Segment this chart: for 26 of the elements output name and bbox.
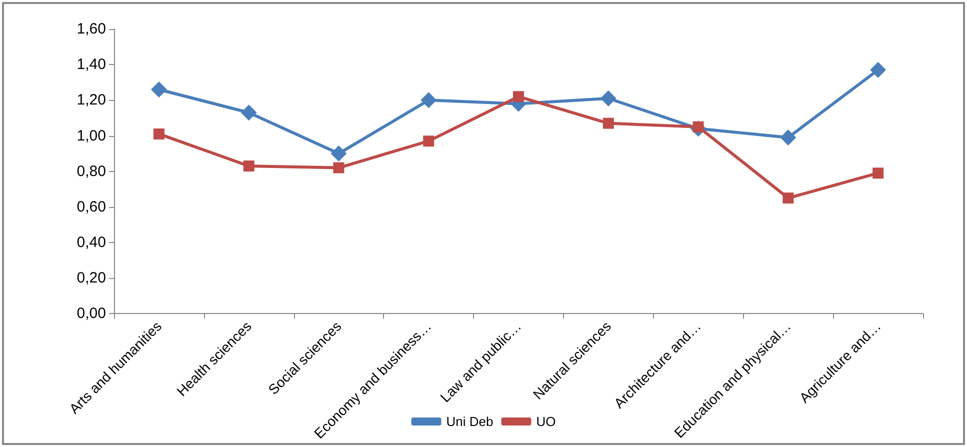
point [153, 128, 164, 140]
point [240, 104, 257, 121]
point [420, 92, 437, 108]
point [780, 130, 796, 146]
y-tick-label: 0,80 [76, 162, 106, 180]
y-tick-label: 0,20 [76, 270, 106, 287]
legend-label: UO [536, 414, 556, 429]
y-tick-label: 0,40 [76, 234, 106, 252]
point [513, 91, 524, 102]
y-tick-label: 1,00 [76, 127, 106, 144]
point [330, 146, 347, 162]
point [870, 62, 886, 78]
point [333, 162, 344, 174]
y-tick-label: 0,60 [76, 198, 106, 216]
y-tick-label: 0,00 [76, 305, 106, 322]
point [782, 192, 794, 204]
point [600, 90, 616, 106]
point [423, 136, 434, 147]
legend-label: Uni Deb [446, 414, 494, 429]
point [872, 168, 884, 179]
point [602, 118, 614, 129]
y-tick-label: 1,20 [76, 92, 106, 109]
point [243, 160, 254, 172]
y-tick-label: 1,40 [76, 56, 106, 74]
point [150, 81, 167, 98]
y-tick-label: 1,60 [76, 20, 106, 38]
